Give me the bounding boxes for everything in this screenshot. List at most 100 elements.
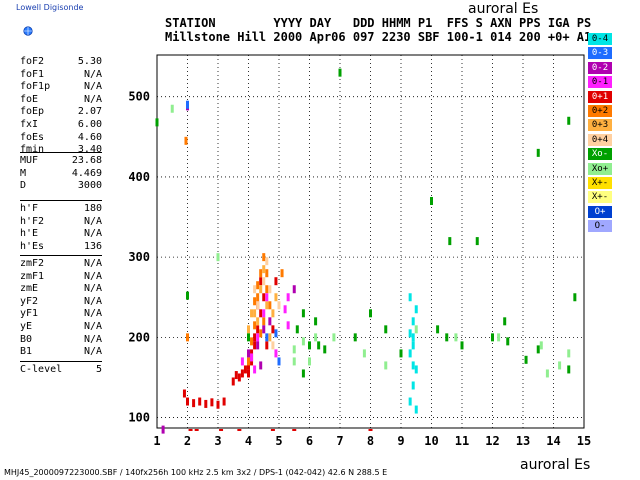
data-point xyxy=(210,398,214,407)
data-point xyxy=(271,325,275,334)
x-tick-label: 4 xyxy=(245,434,252,448)
data-point xyxy=(274,293,278,302)
data-point xyxy=(274,349,278,358)
data-point xyxy=(414,365,418,374)
data-point xyxy=(253,285,257,294)
param-value: 136 xyxy=(83,240,102,252)
data-point xyxy=(384,361,388,370)
data-point xyxy=(411,341,415,350)
data-point xyxy=(353,333,357,342)
data-point xyxy=(301,309,305,318)
x-tick-label: 12 xyxy=(485,434,499,448)
data-point xyxy=(256,281,260,290)
data-point xyxy=(253,333,257,342)
data-point xyxy=(250,337,254,346)
data-point xyxy=(259,309,263,318)
data-point xyxy=(497,333,501,342)
data-point xyxy=(558,361,562,370)
data-point xyxy=(411,333,415,342)
plot-frame xyxy=(156,54,585,429)
param-value: N/A xyxy=(83,295,102,307)
param-value: N/A xyxy=(83,321,102,332)
param-name: yE xyxy=(20,321,33,332)
data-point xyxy=(253,341,257,350)
y-tick-label: 400 xyxy=(128,170,150,184)
legend-item: O- xyxy=(588,220,612,233)
data-point xyxy=(539,341,543,350)
data-point xyxy=(170,104,174,113)
data-point xyxy=(240,369,244,378)
param-name: h'Es xyxy=(20,240,45,252)
x-tick-label: 2 xyxy=(184,434,191,448)
data-point xyxy=(186,397,189,406)
param-row: fmin 3.40 xyxy=(20,144,102,157)
param-name: B1 xyxy=(20,346,33,358)
param-name: h'F xyxy=(20,203,39,214)
data-point xyxy=(184,136,188,145)
data-point xyxy=(250,357,254,366)
data-point xyxy=(567,349,571,358)
data-point xyxy=(292,345,296,354)
data-point xyxy=(247,361,250,370)
param-value: N/A xyxy=(83,215,102,227)
legend-item: O+ xyxy=(588,205,612,218)
y-tick-labels: 100 200 300 400 500 xyxy=(128,90,150,425)
data-point xyxy=(243,365,247,374)
data-point xyxy=(545,369,549,378)
data-point xyxy=(198,397,202,406)
data-point xyxy=(301,369,305,378)
param-name: foEp xyxy=(20,106,45,118)
data-point xyxy=(536,345,540,354)
data-point xyxy=(253,309,257,318)
data-point xyxy=(286,293,290,302)
param-name: zmF2 xyxy=(20,258,45,269)
data-point xyxy=(262,325,266,334)
data-point xyxy=(268,333,272,342)
data-point xyxy=(332,333,336,342)
legend-item: 0+1 xyxy=(588,90,612,103)
x-axis-mark xyxy=(237,429,242,431)
data-point xyxy=(256,301,260,310)
data-point xyxy=(234,371,238,380)
param-row: fxI 6.00 xyxy=(20,119,102,132)
data-point xyxy=(247,349,250,358)
param-row: foF2 5.30 xyxy=(20,56,102,69)
param-row: yF1 N/A xyxy=(20,308,102,321)
data-point xyxy=(182,389,186,398)
data-point xyxy=(445,333,449,342)
param-row: zmE N/A xyxy=(20,283,102,296)
data-point xyxy=(250,309,254,318)
x-tick-label: 15 xyxy=(577,434,591,448)
data-point xyxy=(292,285,296,294)
param-value: N/A xyxy=(83,68,102,80)
param-name: foF2 xyxy=(20,56,45,67)
data-point xyxy=(277,301,281,310)
data-point xyxy=(268,301,272,310)
param-name: B0 xyxy=(20,333,33,345)
x-tick-label: 11 xyxy=(455,434,469,448)
x-axis-title: auroral Es xyxy=(520,457,591,473)
data-point xyxy=(240,357,244,366)
param-value: N/A xyxy=(83,283,102,295)
data-point xyxy=(262,309,266,318)
legend-item: 0-1 xyxy=(588,76,612,89)
param-name: MUF xyxy=(20,155,39,166)
data-point xyxy=(265,269,269,278)
data-point xyxy=(338,68,342,77)
x-tick-label: 9 xyxy=(397,434,404,448)
data-point xyxy=(475,237,479,246)
data-point xyxy=(283,305,287,314)
data-point xyxy=(308,341,311,350)
data-point xyxy=(265,285,269,294)
data-point xyxy=(314,333,318,342)
data-point xyxy=(414,305,418,314)
data-point xyxy=(280,269,284,278)
data-point xyxy=(411,381,415,390)
data-point xyxy=(411,317,415,326)
legend-item: 0-2 xyxy=(588,61,612,74)
param-row: foEp 2.07 xyxy=(20,106,102,119)
data-point xyxy=(250,349,254,358)
data-point xyxy=(323,345,327,354)
y-tick-label: 300 xyxy=(128,250,150,264)
data-point xyxy=(491,333,494,342)
